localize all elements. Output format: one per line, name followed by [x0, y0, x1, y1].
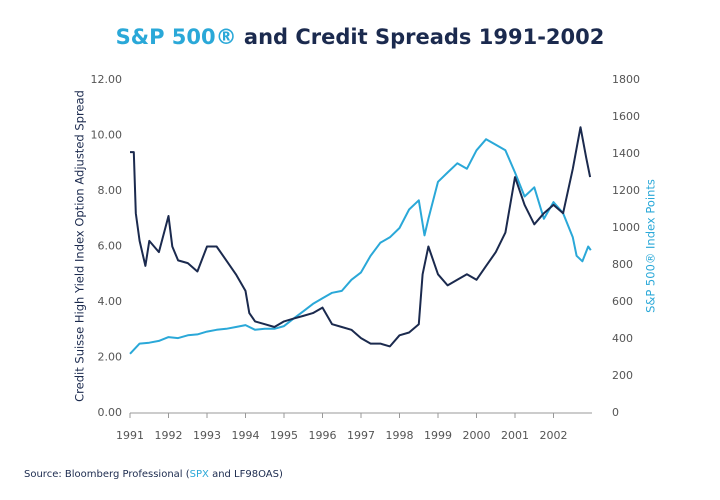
y-tick-label: 2.00 [98, 351, 123, 364]
y2-tick-label: 600 [612, 295, 633, 308]
x-tick-label: 1991 [116, 429, 144, 442]
source-note: Source: Bloomberg Professional (SPX and … [24, 469, 283, 480]
y-tick-label: 10.00 [91, 129, 123, 142]
x-tick-label: 1992 [155, 429, 183, 442]
x-tick-label: 1993 [193, 429, 221, 442]
source-link: SPX [190, 469, 209, 480]
x-tick-label: 1997 [347, 429, 375, 442]
line-y2 [129, 138, 592, 355]
x-tick-label: 2002 [540, 429, 568, 442]
y2-tick-label: 800 [612, 258, 633, 271]
title-rest: and Credit Spreads 1991-2002 [244, 25, 604, 49]
y2-tick-label: 0 [612, 406, 619, 419]
x-tick-label: 1995 [270, 429, 298, 442]
y-tick-label: 8.00 [98, 184, 123, 197]
y2-tick-label: 1400 [612, 147, 640, 160]
y-tick-label: 0.00 [98, 406, 123, 419]
y2-tick-label: 1800 [612, 73, 640, 86]
x-tick-label: 2000 [463, 429, 491, 442]
chart-title: S&P 500® and Credit Spreads 1991-2002 [116, 25, 605, 49]
y2-tick-label: 1000 [612, 221, 640, 234]
title-highlight: S&P 500® [116, 25, 237, 49]
x-tick-label: 2001 [501, 429, 529, 442]
y-tick-label: 4.00 [98, 295, 123, 308]
x-tick-label: 1998 [386, 429, 414, 442]
y2-tick-label: 1600 [612, 110, 640, 123]
y2-tick-label: 1200 [612, 184, 640, 197]
source-text: and LF98OAS) [209, 469, 283, 480]
y2-axis-title: S&P 500® Index Points [644, 179, 658, 313]
x-tick-label: 1996 [309, 429, 337, 442]
x-tick-label: 1999 [424, 429, 452, 442]
line-y [130, 126, 592, 348]
y-tick-label: 12.00 [91, 73, 123, 86]
x-tick-label: 1994 [232, 429, 260, 442]
y-tick-label: 6.00 [98, 240, 123, 253]
y-axis-title: Credit Suisse High Yield Index Option Ad… [73, 90, 87, 402]
source-text: Source: Bloomberg Professional ( [24, 469, 190, 480]
y2-tick-label: 200 [612, 369, 633, 382]
y2-tick-label: 400 [612, 332, 633, 345]
